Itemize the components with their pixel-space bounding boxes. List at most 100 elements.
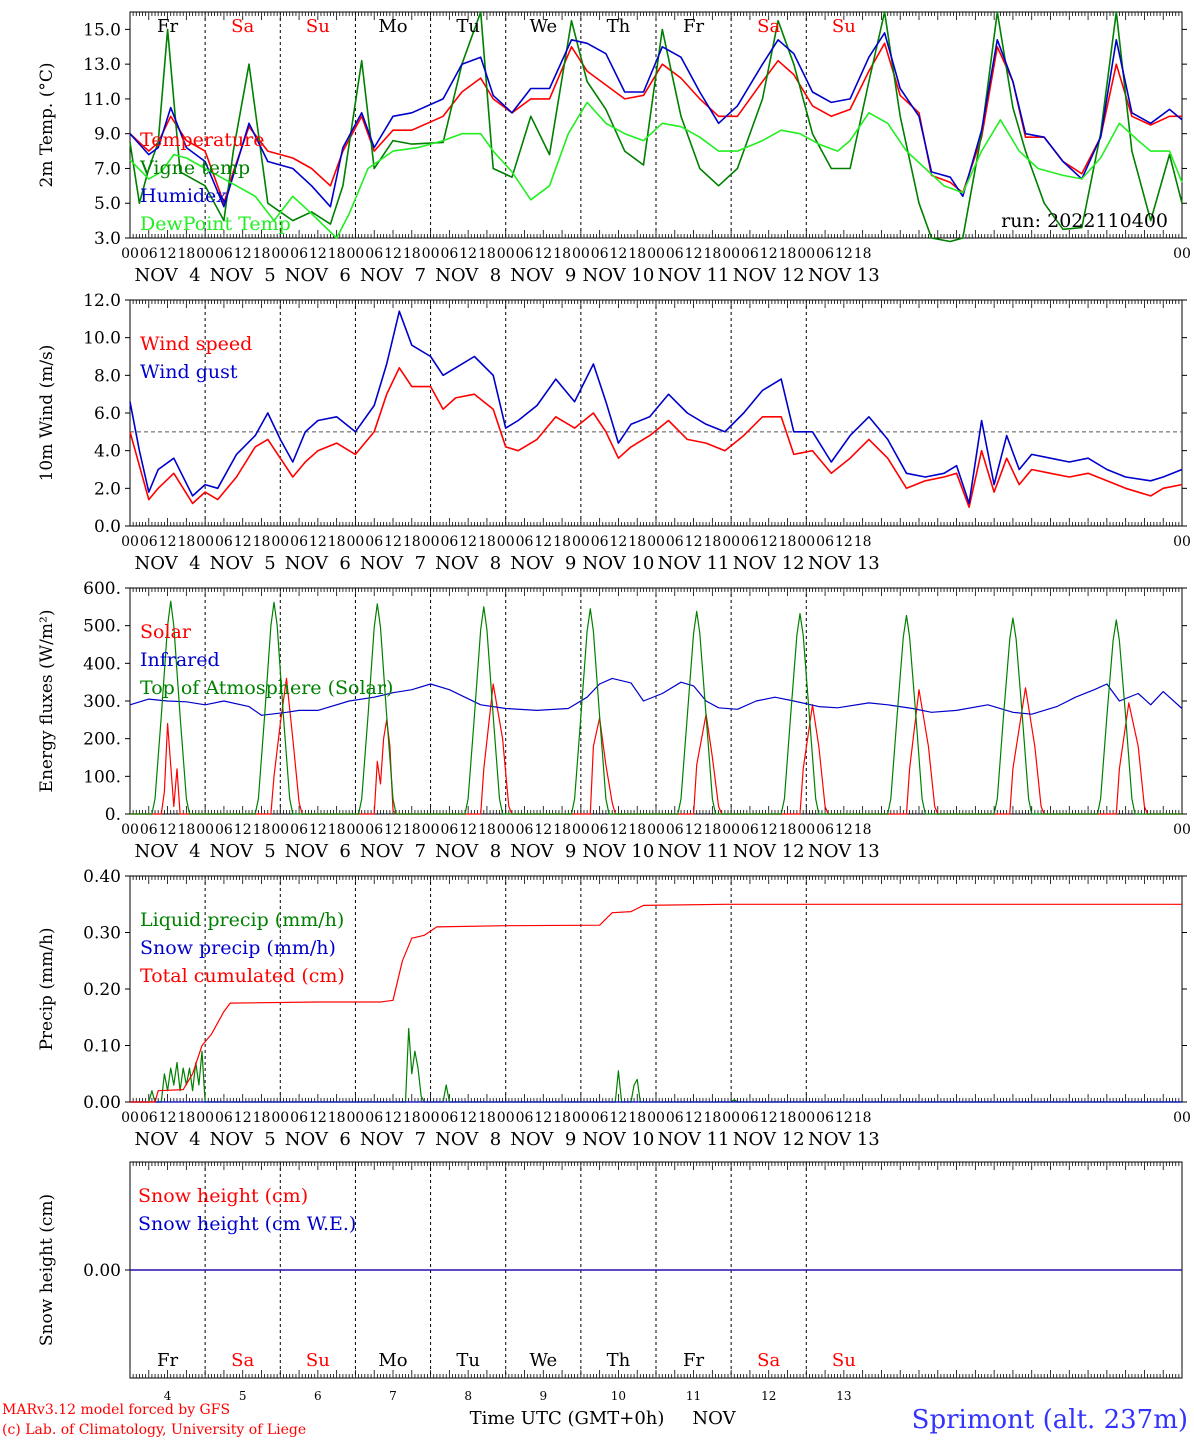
bottom-weekday-label: Sa xyxy=(757,1350,780,1371)
hour-tick-label: 00 xyxy=(271,534,289,550)
hour-tick-label: 18 xyxy=(253,1110,271,1126)
hour-tick-label: 12 xyxy=(760,822,778,838)
legend-top-of-atmosphere-solar: Top of Atmosphere (Solar) xyxy=(140,677,393,699)
hour-tick-label: 06 xyxy=(215,1110,233,1126)
day-label: NOV 10 xyxy=(583,841,655,862)
hour-tick-label: 00 xyxy=(271,246,289,262)
hour-tick-label: 06 xyxy=(365,246,383,262)
hour-tick-label: 06 xyxy=(516,246,534,262)
hour-tick-label: 06 xyxy=(215,246,233,262)
hour-tick-label: 06 xyxy=(290,534,308,550)
day-label: NOV 7 xyxy=(360,1129,426,1150)
day-label: NOV 13 xyxy=(808,1129,880,1150)
legend-temperature: Temperature xyxy=(140,129,264,151)
hour-tick-label: 18 xyxy=(478,534,496,550)
hour-tick-label: 06 xyxy=(516,1110,534,1126)
hour-tick-label: 12 xyxy=(534,1110,552,1126)
hour-tick-label: 18 xyxy=(403,534,421,550)
series-liquid-precip-mm-h xyxy=(130,1027,1182,1103)
hour-tick-label: 00 xyxy=(422,246,440,262)
hour-tick-label: 00 xyxy=(497,1110,515,1126)
day-label: NOV 5 xyxy=(210,265,276,286)
panel-2-ytick-label: 6.0 xyxy=(94,404,121,424)
hour-tick-label: 12 xyxy=(384,822,402,838)
hour-tick-label: 06 xyxy=(816,822,834,838)
day-label: NOV 8 xyxy=(435,265,501,286)
panel-1-ytick-label: 5.0 xyxy=(94,194,121,214)
hour-tick-label: 12 xyxy=(384,534,402,550)
hour-tick-label: 06 xyxy=(741,1110,759,1126)
hour-tick-label: 18 xyxy=(328,1110,346,1126)
series-solar xyxy=(130,677,1182,815)
panel-2-ytick-label: 4.0 xyxy=(94,442,121,462)
hour-tick-label: 12 xyxy=(835,534,853,550)
hour-tick-label: 12 xyxy=(760,246,778,262)
hour-tick-label: 12 xyxy=(685,246,703,262)
hour-tick-label: 00 xyxy=(722,534,740,550)
bottom-weekday-label: Su xyxy=(832,1350,856,1371)
hour-tick-label: 18 xyxy=(779,246,797,262)
bottom-weekday-label: Fr xyxy=(157,1350,178,1371)
panel-1-ytick-label: 11.0 xyxy=(83,90,121,110)
hour-tick-label: 18 xyxy=(854,246,872,262)
hour-tick-label: 00 xyxy=(797,534,815,550)
series-infrared xyxy=(129,677,1183,716)
hour-tick-label: 12 xyxy=(685,1110,703,1126)
hour-tick-label: 12 xyxy=(234,246,252,262)
credit-line-1: MARv3.12 model forced by GFS xyxy=(2,1402,230,1418)
hour-tick-label: 18 xyxy=(177,534,195,550)
hour-tick-label: 12 xyxy=(534,822,552,838)
hour-tick-label: 00 xyxy=(572,246,590,262)
hour-tick-label: 00 xyxy=(1173,246,1191,262)
day-label: NOV 13 xyxy=(808,553,880,574)
panel-1-ytick-label: 9.0 xyxy=(94,125,121,145)
labels-layer: 3.0 5.0 7.0 9.0 11.0 13.0 15.0 2m Temp. (°C) Tem… xyxy=(37,16,1191,1403)
hour-tick-label: 12 xyxy=(685,822,703,838)
hour-tick-label: 06 xyxy=(741,246,759,262)
hour-tick-label: 18 xyxy=(253,822,271,838)
grid-layer xyxy=(125,12,1187,1378)
bottom-weekday-label: Mo xyxy=(378,1350,407,1371)
hour-tick-label: 18 xyxy=(553,1110,571,1126)
hour-tick-label: 00 xyxy=(572,822,590,838)
day-label: NOV 11 xyxy=(658,1129,730,1150)
hour-tick-label: 06 xyxy=(741,534,759,550)
hour-tick-label: 12 xyxy=(234,1110,252,1126)
day-label: NOV 5 xyxy=(210,553,276,574)
hour-tick-label: 12 xyxy=(234,822,252,838)
hour-tick-label: 18 xyxy=(177,1110,195,1126)
series-wind-gust xyxy=(129,310,1183,505)
day-label: NOV 6 xyxy=(285,841,351,862)
hour-tick-label: 06 xyxy=(440,1110,458,1126)
panel-3-ytick-label: 300. xyxy=(83,692,121,712)
hour-tick-label: 06 xyxy=(816,1110,834,1126)
panel-1-ytick-label: 7.0 xyxy=(94,159,121,179)
hour-tick-label: 12 xyxy=(159,246,177,262)
panel-3-ytick-label: 0. xyxy=(105,805,121,825)
hour-tick-label: 00 xyxy=(196,246,214,262)
day-label: NOV 9 xyxy=(510,841,576,862)
hour-tick-label: 06 xyxy=(516,822,534,838)
day-label: NOV 6 xyxy=(285,265,351,286)
day-label: NOV 7 xyxy=(360,553,426,574)
hour-tick-label: 06 xyxy=(290,822,308,838)
hour-tick-label: 06 xyxy=(591,246,609,262)
hour-tick-label: 00 xyxy=(271,1110,289,1126)
hour-tick-label: 06 xyxy=(215,822,233,838)
top-weekday-label: Su xyxy=(832,16,856,37)
hour-tick-label: 12 xyxy=(459,1110,477,1126)
hour-tick-label: 00 xyxy=(572,534,590,550)
panel-3-ytick-label: 100. xyxy=(83,767,121,787)
bottom-day-number: 8 xyxy=(464,1389,472,1403)
hour-tick-label: 12 xyxy=(459,534,477,550)
hour-tick-label: 18 xyxy=(854,534,872,550)
hour-tick-label: 12 xyxy=(610,822,628,838)
hour-tick-label: 12 xyxy=(384,1110,402,1126)
day-label: NOV 4 xyxy=(135,553,201,574)
hour-tick-label: 06 xyxy=(290,1110,308,1126)
bottom-day-number: 9 xyxy=(539,1389,547,1403)
hour-tick-label: 18 xyxy=(253,246,271,262)
hour-tick-label: 06 xyxy=(440,822,458,838)
legend-infrared: Infrared xyxy=(140,649,220,671)
